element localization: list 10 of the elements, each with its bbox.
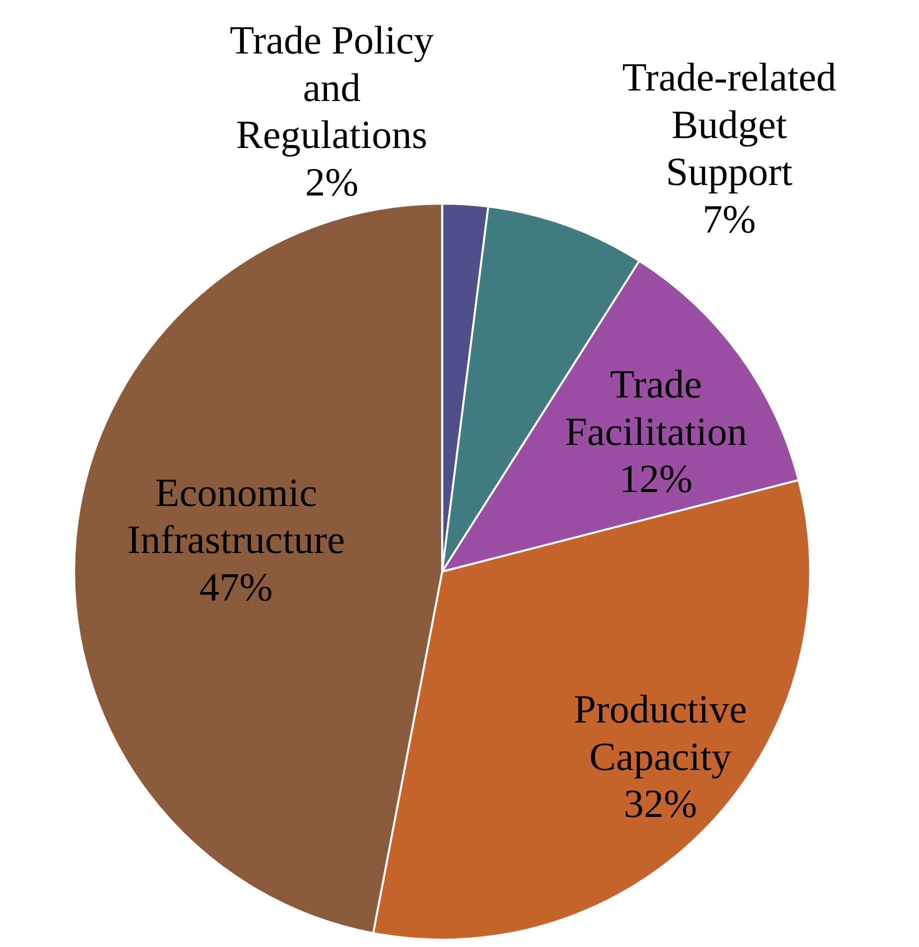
data-label: 2% — [305, 159, 358, 204]
data-label: 32% — [624, 781, 698, 826]
data-label: 12% — [619, 456, 693, 502]
data-label: 47% — [199, 564, 273, 610]
slice-label: Trade-related Budget Support — [622, 54, 836, 194]
data-label: 7% — [702, 196, 756, 242]
slice-label: Productive Capacity — [574, 686, 748, 779]
slice-label: Economic Infrastructure — [127, 470, 345, 562]
slice-label: Trade Facilitation — [564, 362, 748, 454]
slice-label: Trade Policy and Regulations — [230, 18, 434, 158]
